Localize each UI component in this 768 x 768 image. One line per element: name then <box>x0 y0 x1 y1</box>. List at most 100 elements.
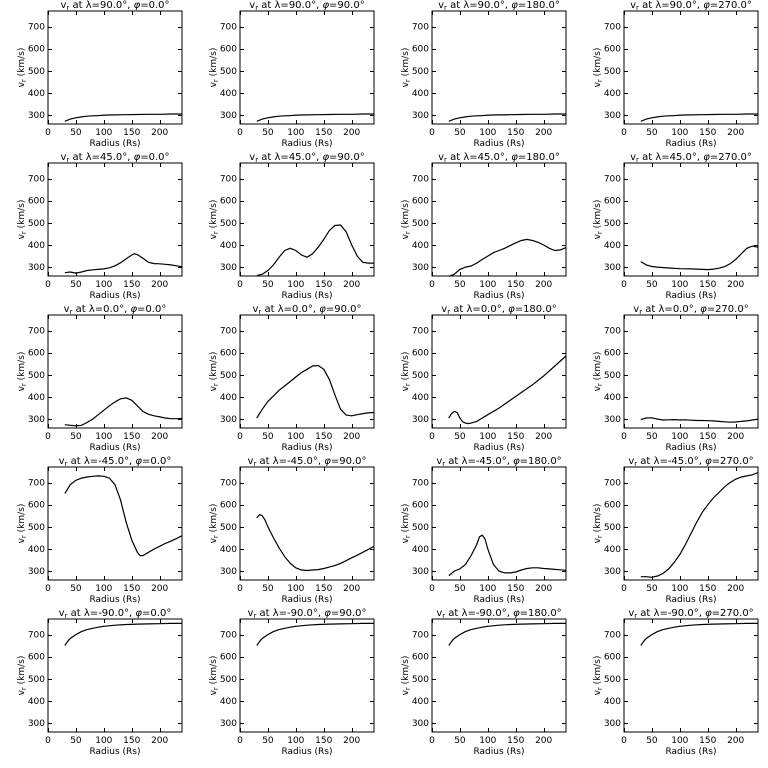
x-tick-label: 150 <box>699 128 716 138</box>
y-tick-label: 300 <box>220 263 237 273</box>
y-tick-label: 400 <box>604 393 621 403</box>
x-tick-label: 200 <box>343 280 360 290</box>
y-axis-label: vr (km/s) <box>593 48 604 88</box>
y-tick-label: 500 <box>220 371 237 381</box>
x-tick-label: 150 <box>315 128 332 138</box>
x-tick-label: 0 <box>429 584 435 594</box>
y-tick-label: 300 <box>28 567 45 577</box>
y-tick-label: 500 <box>28 523 45 533</box>
y-axis-label: vr (km/s) <box>593 352 604 392</box>
y-tick-label: 300 <box>220 415 237 425</box>
x-tick-label: 150 <box>123 128 140 138</box>
y-tick-label: 300 <box>604 719 621 729</box>
series-line <box>448 113 566 122</box>
x-tick-label: 0 <box>621 128 627 138</box>
y-tick-label: 600 <box>604 501 621 511</box>
chart-panel: vr at λ=90.0°, φ=0.0° 0 50 100 150 200 300 400 5… <box>17 0 183 149</box>
chart-title: vr at λ=90.0°, φ=90.0° <box>249 0 364 12</box>
x-tick-label: 100 <box>671 736 688 746</box>
y-tick-label: 600 <box>220 501 237 511</box>
x-axis-label: Radius (Rs) <box>281 595 332 605</box>
chart-panel: vr at λ=-90.0°, φ=0.0° 0 50 100 150 200 300 400… <box>17 608 183 757</box>
x-axis-label: Radius (Rs) <box>665 595 716 605</box>
y-tick-label: 300 <box>220 567 237 577</box>
plot-frame <box>47 10 183 125</box>
chart-panel: vr at λ=45.0°, φ=180.0° 0 50 100 150 200 300 40… <box>401 152 567 301</box>
y-tick-label: 500 <box>220 675 237 685</box>
x-tick-label: 100 <box>287 584 304 594</box>
y-tick-label: 700 <box>220 23 237 33</box>
chart-panel: vr at λ=0.0°, φ=270.0° 0 50 100 150 200 300 400… <box>593 304 759 453</box>
y-tick-label: 400 <box>604 241 621 251</box>
x-tick-label: 150 <box>507 280 524 290</box>
y-tick-label: 600 <box>604 653 621 663</box>
series-line <box>640 471 759 578</box>
x-tick-label: 200 <box>535 432 552 442</box>
y-tick-label: 700 <box>412 175 429 185</box>
x-tick-label: 200 <box>727 584 744 594</box>
y-tick-label: 700 <box>220 631 237 641</box>
y-tick-label: 300 <box>412 567 429 577</box>
x-tick-label: 50 <box>70 736 82 746</box>
y-tick-label: 500 <box>604 219 621 229</box>
x-tick-label: 150 <box>507 736 524 746</box>
y-axis-label: vr (km/s) <box>401 656 412 696</box>
x-tick-label: 50 <box>646 128 658 138</box>
x-tick-label: 200 <box>727 432 744 442</box>
x-axis-label: Radius (Rs) <box>665 291 716 301</box>
x-tick-label: 50 <box>70 432 82 442</box>
chart-panel: vr at λ=45.0°, φ=90.0° 0 50 100 150 200 300 400… <box>209 152 375 301</box>
chart-title: vr at λ=-90.0°, φ=270.0° <box>628 608 753 620</box>
y-tick-label: 400 <box>220 241 237 251</box>
x-tick-label: 50 <box>262 736 274 746</box>
x-axis-label: Radius (Rs) <box>89 595 140 605</box>
x-tick-label: 200 <box>151 280 168 290</box>
y-tick-label: 400 <box>220 89 237 99</box>
y-tick-label: 400 <box>220 697 237 707</box>
y-tick-label: 400 <box>412 241 429 251</box>
x-tick-label: 200 <box>727 128 744 138</box>
chart-title: vr at λ=0.0°, φ=90.0° <box>252 304 361 316</box>
y-tick-label: 500 <box>604 675 621 685</box>
y-tick-label: 500 <box>412 219 429 229</box>
x-tick-label: 0 <box>621 432 627 442</box>
plot-frame <box>431 162 567 277</box>
x-axis-label: Radius (Rs) <box>281 443 332 453</box>
x-tick-label: 0 <box>621 584 627 594</box>
plot-frame <box>47 618 183 733</box>
x-tick-label: 0 <box>429 736 435 746</box>
x-tick-label: 150 <box>123 736 140 746</box>
series-line <box>256 113 374 122</box>
series-line <box>64 475 183 557</box>
y-axis-label: vr (km/s) <box>401 48 412 88</box>
x-tick-label: 100 <box>671 280 688 290</box>
x-tick-label: 150 <box>507 432 524 442</box>
x-tick-label: 50 <box>454 584 466 594</box>
series-line <box>256 364 375 419</box>
x-tick-label: 150 <box>699 584 716 594</box>
x-tick-label: 0 <box>237 584 243 594</box>
x-tick-label: 0 <box>429 432 435 442</box>
y-tick-label: 500 <box>28 371 45 381</box>
y-tick-label: 300 <box>28 111 45 121</box>
y-tick-label: 300 <box>28 719 45 729</box>
y-tick-label: 700 <box>412 631 429 641</box>
y-axis-label: vr (km/s) <box>593 504 604 544</box>
series-line <box>256 224 374 277</box>
x-axis-label: Radius (Rs) <box>473 747 524 757</box>
series-line <box>64 253 183 274</box>
chart-title: vr at λ=45.0°, φ=90.0° <box>249 152 364 164</box>
x-tick-label: 50 <box>646 280 658 290</box>
x-tick-label: 0 <box>45 432 51 442</box>
plot-frame <box>623 618 759 733</box>
y-tick-label: 600 <box>28 45 45 55</box>
x-tick-label: 150 <box>315 280 332 290</box>
x-tick-label: 200 <box>151 584 168 594</box>
chart-panel: vr at λ=45.0°, φ=0.0° 0 50 100 150 200 300 400 5… <box>17 152 183 301</box>
y-tick-label: 300 <box>220 111 237 121</box>
x-tick-label: 50 <box>454 432 466 442</box>
y-tick-label: 300 <box>412 263 429 273</box>
chart-title: vr at λ=45.0°, φ=180.0° <box>438 152 560 164</box>
chart-title: vr at λ=-90.0°, φ=0.0° <box>59 608 172 620</box>
y-tick-label: 600 <box>412 501 429 511</box>
